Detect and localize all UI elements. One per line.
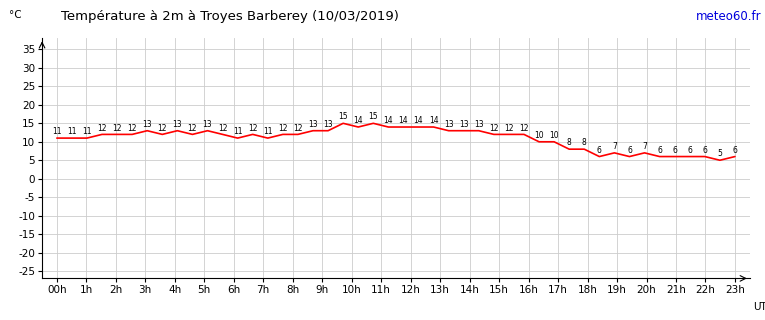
Text: 6: 6	[597, 146, 602, 155]
Text: 11: 11	[82, 127, 92, 136]
Text: UTC: UTC	[753, 302, 765, 312]
Text: 11: 11	[52, 127, 61, 136]
Text: 14: 14	[353, 116, 363, 125]
Text: 12: 12	[112, 124, 122, 132]
Text: 6: 6	[733, 146, 737, 155]
Text: 6: 6	[702, 146, 708, 155]
Text: 13: 13	[444, 120, 454, 129]
Text: 8: 8	[567, 138, 571, 147]
Text: 13: 13	[142, 120, 152, 129]
Text: 7: 7	[642, 142, 647, 151]
Text: 6: 6	[687, 146, 692, 155]
Text: 14: 14	[399, 116, 409, 125]
Text: 10: 10	[534, 131, 544, 140]
Text: 12: 12	[248, 124, 258, 132]
Text: 11: 11	[233, 127, 243, 136]
Text: 13: 13	[308, 120, 317, 129]
Text: 14: 14	[414, 116, 423, 125]
Text: 7: 7	[612, 142, 617, 151]
Text: 12: 12	[489, 124, 499, 132]
Text: 12: 12	[278, 124, 288, 132]
Text: 10: 10	[549, 131, 559, 140]
Text: 6: 6	[672, 146, 677, 155]
Text: 13: 13	[203, 120, 213, 129]
Text: 11: 11	[67, 127, 76, 136]
Text: 13: 13	[173, 120, 182, 129]
Text: Température à 2m à Troyes Barberey (10/03/2019): Température à 2m à Troyes Barberey (10/0…	[61, 10, 399, 23]
Text: 15: 15	[338, 112, 348, 122]
Text: 12: 12	[218, 124, 227, 132]
Text: 12: 12	[519, 124, 529, 132]
Text: 13: 13	[324, 120, 333, 129]
Text: 14: 14	[428, 116, 438, 125]
Text: 12: 12	[293, 124, 303, 132]
Text: 12: 12	[128, 124, 137, 132]
Text: 11: 11	[263, 127, 272, 136]
Text: 13: 13	[474, 120, 483, 129]
Text: meteo60.fr: meteo60.fr	[695, 10, 761, 23]
Text: 14: 14	[383, 116, 393, 125]
Text: 6: 6	[627, 146, 632, 155]
Text: 6: 6	[657, 146, 662, 155]
Text: °C: °C	[9, 10, 22, 20]
Text: 12: 12	[97, 124, 107, 132]
Text: 12: 12	[187, 124, 197, 132]
Text: 12: 12	[158, 124, 167, 132]
Text: 15: 15	[369, 112, 378, 122]
Text: 5: 5	[718, 149, 722, 158]
Text: 12: 12	[504, 124, 513, 132]
Text: 8: 8	[582, 138, 587, 147]
Text: 13: 13	[459, 120, 468, 129]
